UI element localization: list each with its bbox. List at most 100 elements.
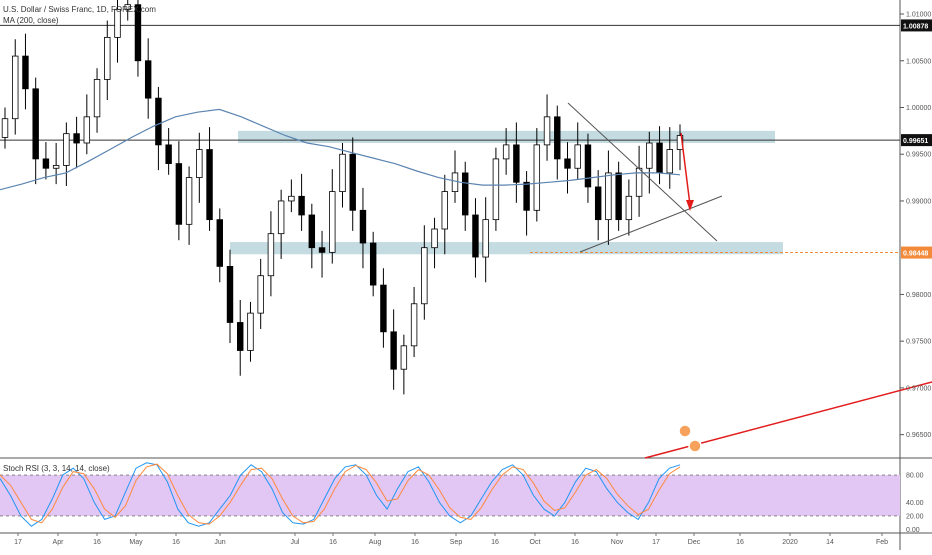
rsi-tick-label: 80.00 [906,473,924,480]
candle-body [625,195,633,221]
candle-body [523,181,530,211]
price-axis: 1.01000 1.00500 1.00000 0.99500 0.99000 0.980… [900,12,931,439]
candle-body [349,153,356,211]
time-tick-label: 16 [93,539,101,546]
candle-body [42,158,50,169]
candlestick-series [1,0,684,395]
candle-body [216,219,223,267]
candle-body [32,88,39,160]
time-tick-label: Jun [214,539,225,546]
candle-body [247,312,254,351]
candle-body [12,55,19,120]
price-label-box [901,246,932,259]
candle-body [380,284,387,333]
candle-body [615,172,622,221]
candle-body [472,214,479,258]
candle-body [114,8,121,38]
candle-body [329,191,336,253]
time-tick-label: Sep [450,539,463,546]
event-marker-1 [678,424,692,438]
candle-body [206,149,213,221]
candle-body [308,214,316,249]
candle-body [104,36,111,80]
candle-body [185,177,193,225]
price-tick-label: 1.00500 [906,58,931,65]
time-tick-label: 16 [491,539,499,546]
event-marker-2 [688,439,702,453]
time-tick-label: 14 [826,539,834,546]
zone-1 [230,242,783,255]
candle-body [564,158,571,169]
candle-body [277,200,285,235]
time-tick-label: 16 [329,539,337,546]
candle-body [1,118,9,138]
ma-200-line [0,108,681,191]
candle-body [513,144,520,183]
candle-body [369,242,377,286]
candle-body [267,233,275,277]
candle-body [492,158,500,221]
price-label-box [901,19,932,32]
time-tick-label: Nov [611,539,624,546]
price-tick-label: 0.97500 [906,339,931,346]
price-labels: 1.00878 0.99651 0.98448 [901,19,932,259]
time-tick-label: Jul [291,539,300,546]
candle-body [482,219,489,258]
candle-body [83,116,91,144]
candle-body [410,303,418,347]
price-tick-label: 1.00000 [906,105,931,112]
candle-body [52,165,60,169]
candle-body [93,79,101,118]
candle-body [451,172,459,193]
stoch-rsi-panel: 80.00 40.00 20.00 0.00 [0,462,924,534]
time-tick-label: 16 [172,539,180,546]
candle-body [359,209,367,244]
candle-body [543,116,551,146]
rsi-band [0,475,900,516]
price-tick-label: 0.97000 [906,385,931,392]
horizontal-levels [0,24,900,254]
candle-body [574,144,581,169]
time-tick-label: 17 [652,539,660,546]
candle-body [175,163,183,225]
candle-body [237,322,244,351]
candle-body [298,195,305,216]
rsi-tick-label: 0.00 [906,527,920,534]
rsi-tick-label: 20.00 [906,513,924,520]
time-tick-label: 16 [571,539,579,546]
time-tick-label: Aug [369,539,382,546]
candle-body [63,133,70,166]
candle-body [656,142,663,174]
time-tick-label: Oct [530,539,541,546]
candle-body [441,191,448,230]
rsi-legend: Stoch RSI (3, 3, 14, 14, close) [3,464,110,473]
candle-body [339,153,346,193]
ascending-trendline [579,195,723,253]
candle-body [196,149,203,178]
candle-body [73,133,80,144]
candle-body [226,265,234,323]
time-tick-label: 16 [736,539,744,546]
projection-arrow-line [680,132,691,206]
time-tick-label: 17 [14,539,22,546]
candle-body [318,247,326,253]
candle-body [666,149,673,174]
candle-body [533,144,541,211]
candle-body [431,228,438,249]
time-tick-label: 16 [411,539,419,546]
candle-body [144,60,152,99]
candle-body [165,144,172,164]
rsi-series-d [0,463,681,525]
candle-body [22,55,29,90]
price-tick-label: 0.99000 [906,198,931,205]
price-label-box [901,134,932,147]
candle-body [584,144,592,188]
descending-trendline [567,102,718,242]
candle-body [390,331,397,370]
price-tick-label: 0.96500 [906,432,931,439]
candle-body [124,4,131,10]
candle-body [605,172,612,221]
